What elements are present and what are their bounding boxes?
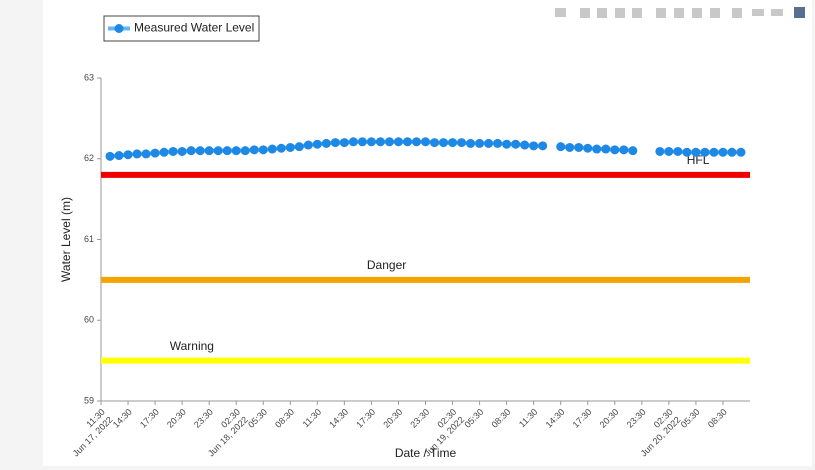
data-point (610, 145, 620, 155)
data-point (709, 147, 719, 157)
data-point (718, 147, 728, 157)
data-point (466, 138, 476, 148)
data-point (339, 138, 349, 148)
data-point (619, 145, 629, 155)
y-tick-label: 59 (84, 395, 94, 405)
data-point (123, 150, 133, 160)
modebar-button[interactable] (752, 9, 764, 16)
legend-label: Measured Water Level (134, 21, 254, 35)
data-point (267, 144, 277, 154)
data-point (664, 146, 674, 156)
y-tick-label: 62 (84, 153, 94, 163)
data-point (402, 137, 412, 147)
data-point (321, 138, 331, 148)
plot-background (43, 0, 812, 466)
modebar-button[interactable] (674, 8, 684, 18)
modebar (555, 7, 805, 18)
threshold-label: Danger (367, 258, 406, 272)
data-point (673, 146, 683, 156)
data-point (294, 142, 304, 152)
modebar-button[interactable] (615, 8, 625, 18)
modebar-button[interactable] (692, 8, 702, 18)
data-point (511, 139, 521, 149)
data-point (493, 138, 503, 148)
y-tick-label: 60 (84, 315, 94, 325)
data-point (475, 138, 485, 148)
y-tick-label: 63 (84, 72, 94, 82)
data-point (430, 138, 440, 148)
data-point (439, 138, 449, 148)
data-point (736, 147, 746, 157)
data-point (204, 146, 214, 156)
data-point (502, 139, 512, 149)
data-point (411, 137, 421, 147)
data-point (520, 140, 530, 150)
data-point (529, 141, 539, 151)
data-point (285, 142, 295, 152)
data-point (168, 146, 178, 156)
data-point (682, 147, 692, 157)
data-point (484, 138, 494, 148)
data-point (132, 149, 142, 159)
modebar-button[interactable] (632, 8, 642, 18)
data-point (601, 144, 611, 154)
data-point (393, 137, 403, 147)
data-point (691, 147, 701, 157)
data-point (655, 146, 665, 156)
x-axis-title: Date / Time (395, 446, 457, 460)
data-point (448, 138, 458, 148)
data-point (114, 151, 124, 161)
modebar-button[interactable] (555, 8, 566, 17)
data-point (222, 146, 232, 156)
data-point (330, 138, 340, 148)
data-point (105, 151, 115, 161)
modebar-button[interactable] (597, 8, 607, 18)
data-point (357, 137, 367, 147)
data-point (556, 142, 566, 152)
data-point (159, 147, 169, 157)
data-point (727, 147, 737, 157)
data-point (628, 146, 638, 156)
data-point (249, 145, 259, 155)
legend: Measured Water Level (103, 15, 260, 42)
data-point (177, 146, 187, 156)
legend-marker (114, 24, 124, 33)
y-axis-title: Water Level (m) (59, 197, 73, 282)
modebar-logo[interactable] (794, 7, 805, 18)
data-point (213, 146, 223, 156)
y-tick-label: 61 (84, 234, 94, 244)
modebar-button[interactable] (732, 8, 742, 18)
data-point (366, 137, 376, 147)
data-point (231, 146, 241, 156)
data-point (348, 137, 358, 147)
data-point (186, 146, 196, 156)
data-point (312, 139, 322, 149)
data-point (700, 147, 710, 157)
data-point (574, 142, 584, 152)
data-point (276, 143, 286, 153)
data-point (384, 137, 394, 147)
data-point (150, 148, 160, 158)
data-point (141, 149, 151, 159)
data-point (375, 137, 385, 147)
data-point (421, 137, 430, 147)
data-point (583, 143, 593, 153)
data-point (258, 145, 268, 155)
modebar-button[interactable] (710, 8, 720, 18)
threshold-label: Warning (170, 339, 214, 353)
data-point (457, 138, 467, 148)
data-point (303, 140, 313, 150)
modebar-button[interactable] (771, 9, 783, 16)
data-point (195, 146, 205, 156)
data-point (565, 142, 575, 152)
data-point (240, 146, 250, 156)
data-point (538, 141, 548, 151)
modebar-button[interactable] (580, 8, 590, 18)
modebar-button[interactable] (656, 8, 666, 18)
data-point (592, 144, 602, 154)
